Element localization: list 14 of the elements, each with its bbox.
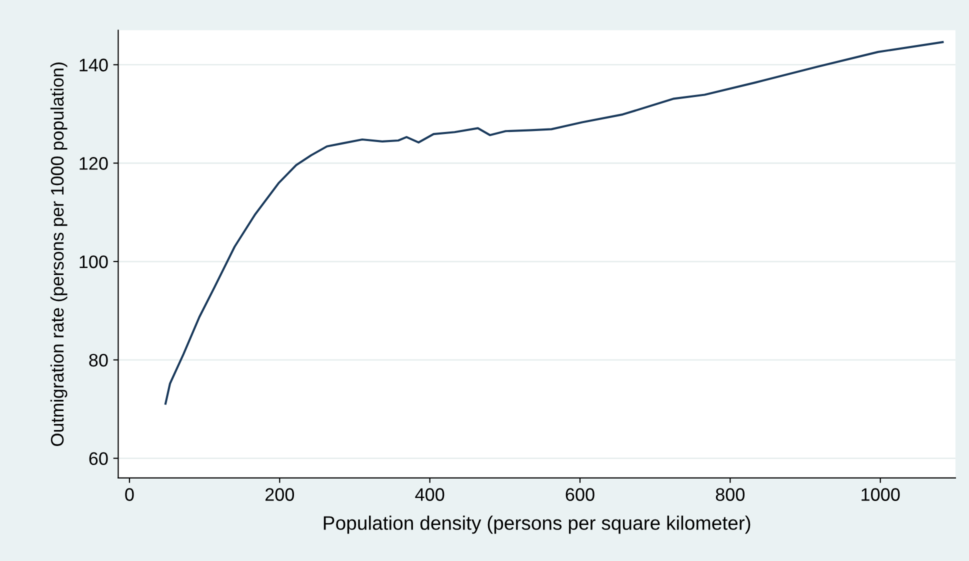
y-tick-label: 60 xyxy=(89,452,108,466)
x-tick-label: 1000 xyxy=(862,488,900,501)
x-tick-label: 600 xyxy=(566,488,594,501)
x-tick-label: 800 xyxy=(716,488,745,501)
y-tick-label: 80 xyxy=(89,354,108,367)
x-tick-label: 0 xyxy=(125,488,134,501)
y-tick-label: 120 xyxy=(80,157,108,170)
x-tick-label: 400 xyxy=(415,488,444,501)
y-axis-title: Outmigration rate (persons per 1000 population) xyxy=(50,62,68,446)
y-tick-label: 100 xyxy=(80,255,108,268)
x-tick-label: 200 xyxy=(266,488,294,501)
line-series xyxy=(164,41,944,405)
y-tick-label: 140 xyxy=(80,58,108,72)
x-axis-title: Population density (persons per square kilometer) xyxy=(324,516,750,534)
